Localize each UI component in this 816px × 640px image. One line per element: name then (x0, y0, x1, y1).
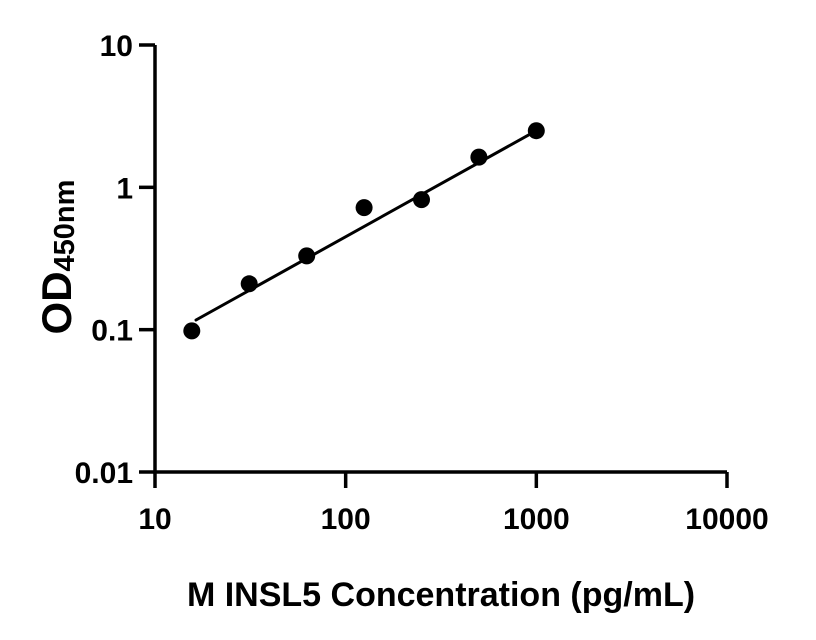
data-point (355, 199, 373, 217)
x-axis-title: M INSL5 Concentration (pg/mL) (186, 576, 696, 614)
data-point (527, 122, 545, 140)
data-point (413, 191, 430, 209)
y-axis-title: OD 450nm (31, 147, 83, 367)
data-point (298, 247, 316, 265)
y-axis-title-subscript: 450nm (48, 179, 81, 272)
x-tick-label: 10 (138, 503, 171, 536)
x-tick-label: 10000 (685, 503, 768, 536)
x-tick-label: 100 (321, 503, 371, 536)
axis-lines (153, 45, 727, 474)
data-point (240, 275, 258, 293)
y-tick-label: 1 (116, 172, 133, 205)
y-tick-label: 0.1 (91, 315, 133, 348)
y-tick-label: 10 (100, 30, 133, 63)
x-tick-label: 1000 (503, 503, 570, 536)
data-point (183, 322, 201, 340)
y-axis-title-main: OD (33, 271, 80, 335)
y-tick-label: 0.01 (75, 457, 133, 490)
data-point (470, 148, 488, 166)
